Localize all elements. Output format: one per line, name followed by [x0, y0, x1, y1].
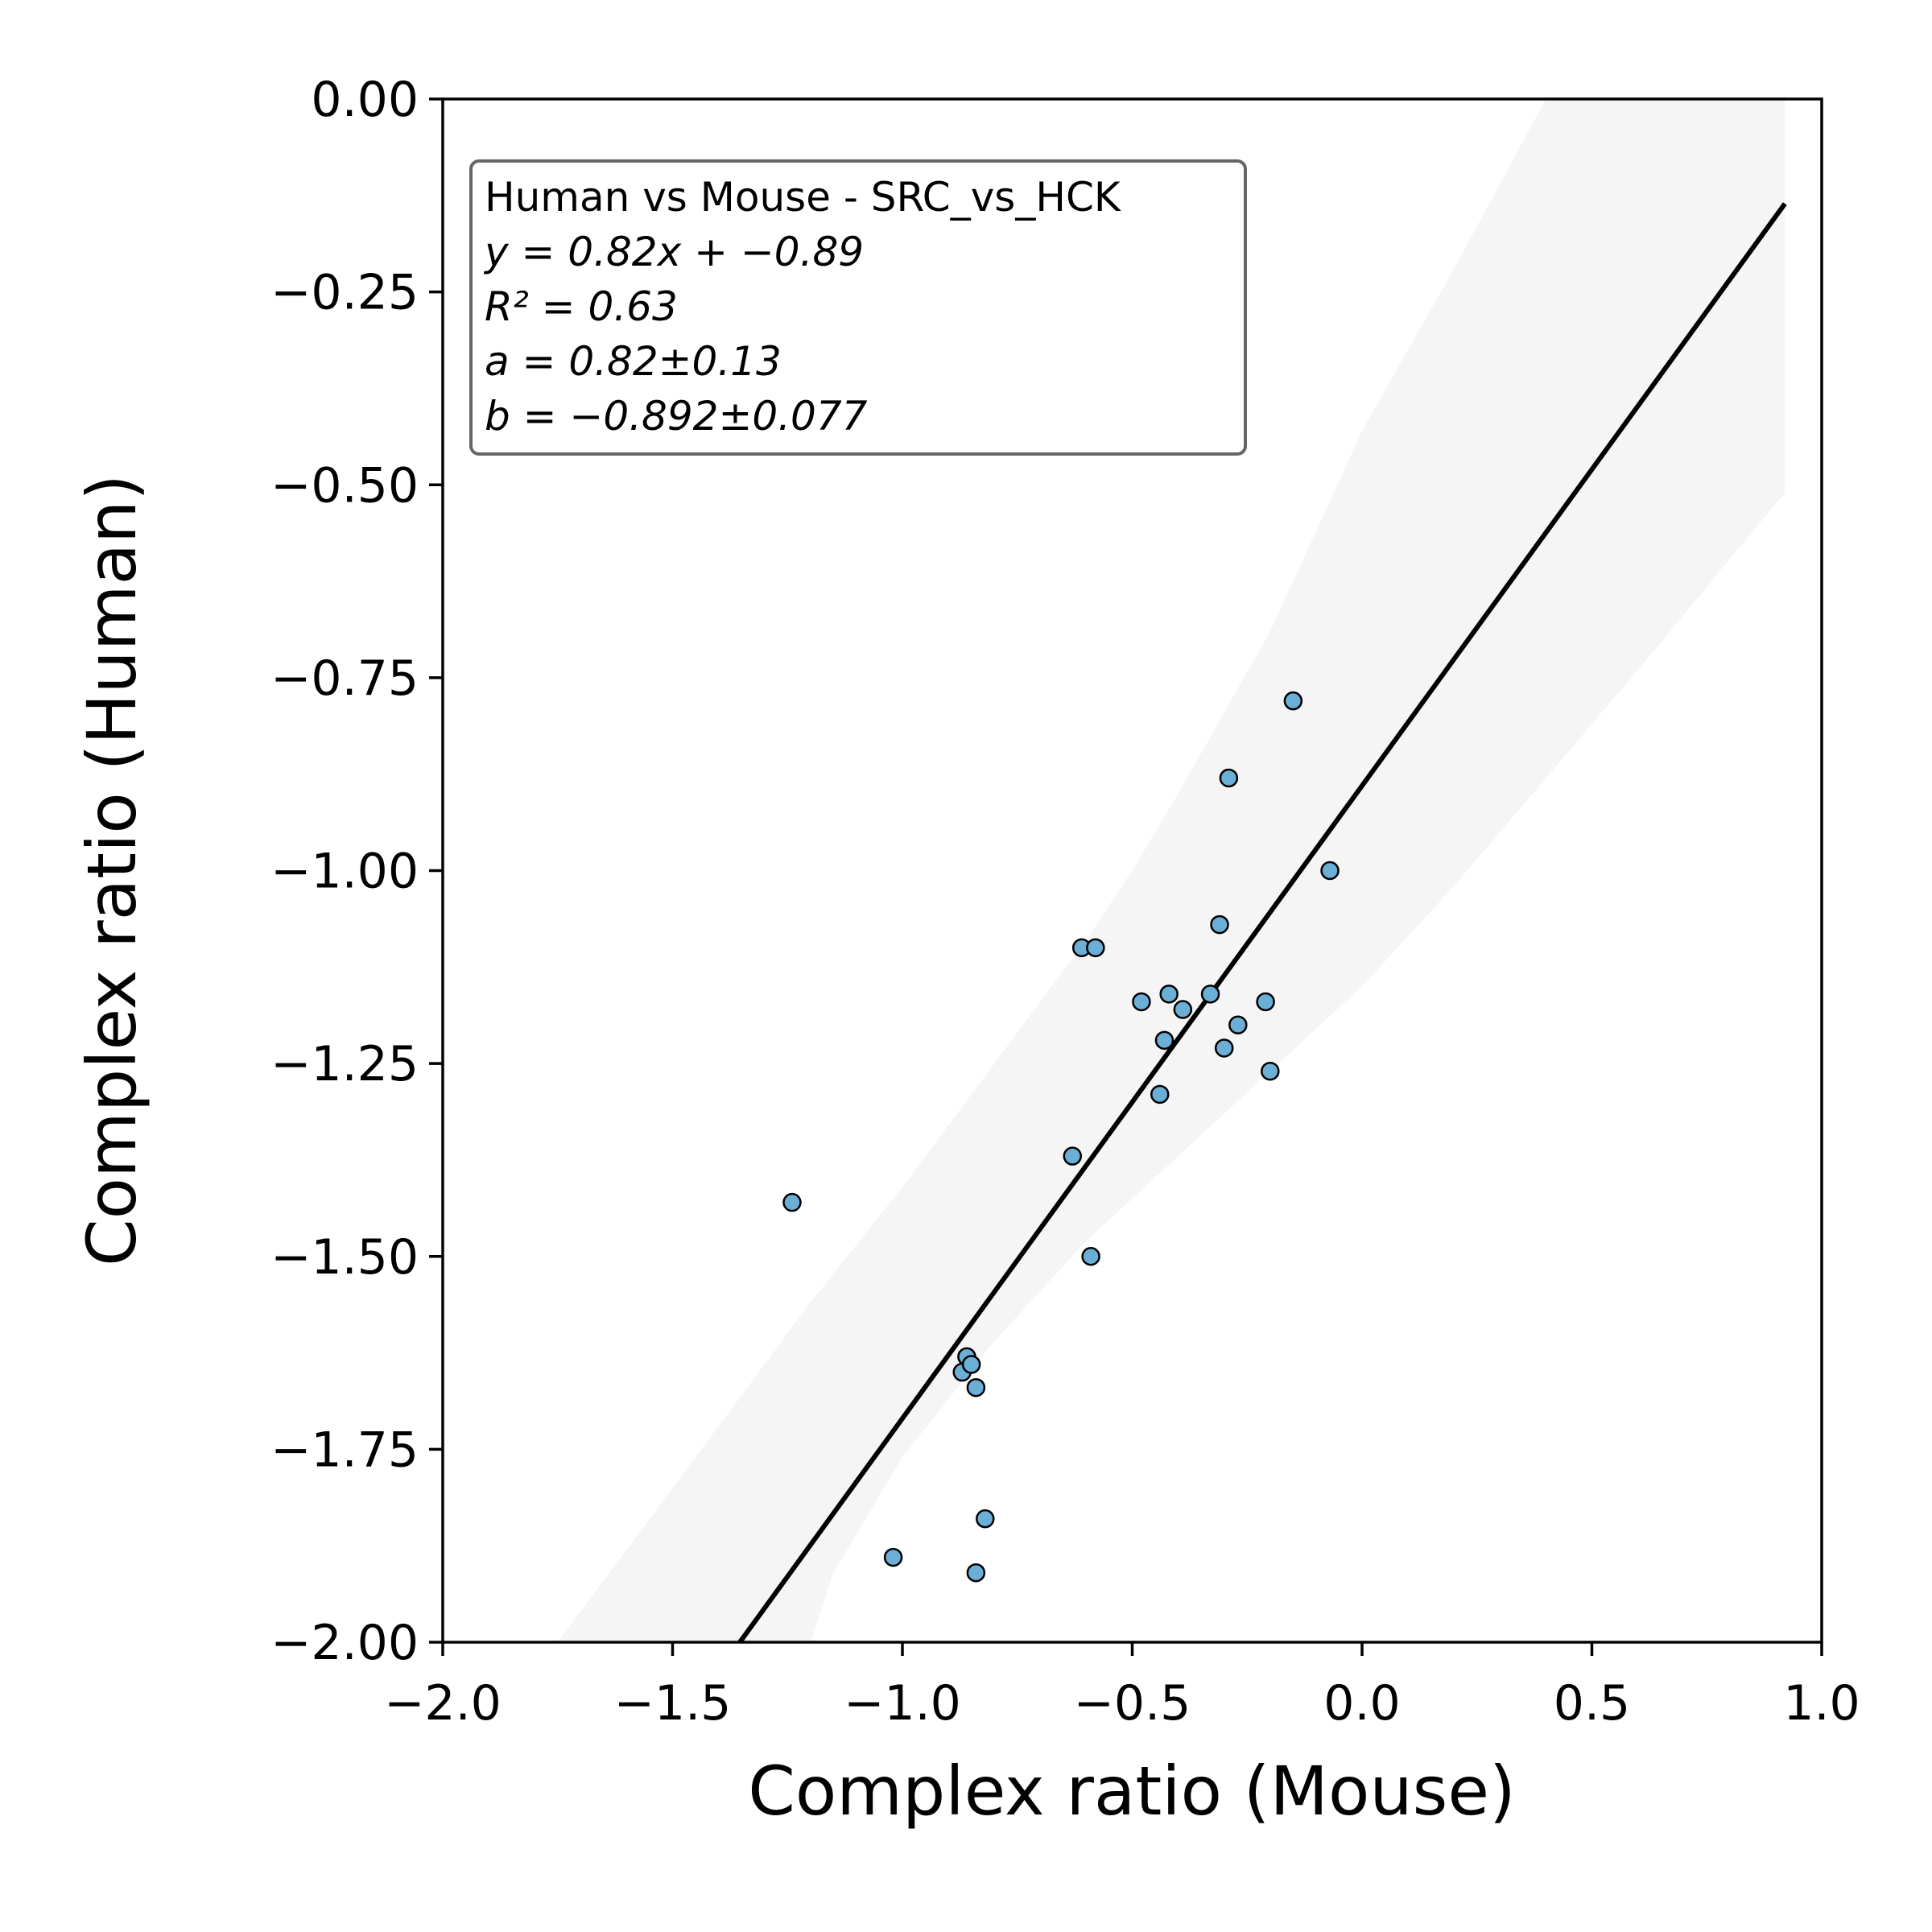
data-point [1154, 1030, 1174, 1051]
data-point [961, 1355, 981, 1374]
x-tick-label: 0.5 [1554, 1675, 1630, 1732]
data-point [1086, 938, 1105, 958]
data-point [1228, 1015, 1248, 1034]
y-tick-label: −1.00 [270, 844, 419, 900]
data-point [1214, 1038, 1234, 1058]
data-point [1063, 1146, 1083, 1166]
y-axis: 0.00 −0.25 −0.50 −0.75 −1.00 −1.25 −1.50 −1.75 −… [270, 72, 443, 1671]
y-axis-label: Complex ratio (Human) [72, 474, 151, 1266]
x-tick-label: −0.5 [1074, 1675, 1191, 1732]
data-point [1283, 691, 1303, 711]
data-point [1320, 861, 1340, 881]
annotation-r-squared: R² = 0.63 [485, 283, 678, 330]
annotation-equation: y = 0.82x + −0.89 [483, 229, 864, 275]
x-tick-label: −1.0 [844, 1675, 961, 1732]
data-point [1132, 992, 1151, 1012]
data-point [1081, 1247, 1100, 1266]
confidence-band [557, 99, 1785, 1642]
annotation-intercept: b = −0.892±0.077 [485, 393, 868, 440]
data-point [1210, 914, 1229, 935]
y-tick-label: −0.75 [270, 650, 419, 707]
y-tick-label: −2.00 [270, 1615, 419, 1671]
annotation-title: Human vs Mouse - SRC_vs_HCK [485, 174, 1121, 221]
annotation-box: Human vs Mouse - SRC_vs_HCK y = 0.82x + … [469, 159, 1247, 456]
data-point [1261, 1061, 1280, 1081]
regression-line [737, 202, 1787, 1642]
data-point [966, 1377, 986, 1397]
data-point [976, 1509, 995, 1529]
data-point [782, 1192, 802, 1212]
y-tick-label: −1.75 [270, 1422, 419, 1478]
y-tick-label: −0.25 [270, 265, 419, 321]
x-tick-label: −1.5 [614, 1675, 732, 1732]
data-point [966, 1563, 986, 1583]
x-axis-label: Complex ratio (Mouse) [748, 1752, 1516, 1831]
data-point [1200, 985, 1220, 1004]
annotation-frame [469, 159, 1247, 456]
y-tick-label: −1.50 [270, 1229, 419, 1286]
data-point [883, 1547, 903, 1567]
y-tick-label: −1.25 [270, 1036, 419, 1092]
y-tick-label: 0.00 [311, 72, 419, 128]
y-tick-label: −0.50 [270, 457, 419, 514]
data-point [1219, 768, 1239, 788]
x-tick-label: 0.0 [1323, 1675, 1400, 1732]
data-points [782, 691, 1340, 1583]
x-axis: −2.0 −1.5 −1.0 −0.5 0.0 0.5 1.0 [384, 1642, 1860, 1732]
data-point [1159, 985, 1179, 1004]
data-point [1150, 1084, 1170, 1104]
annotation-slope: a = 0.82±0.13 [485, 338, 782, 385]
x-tick-label: −2.0 [384, 1675, 502, 1732]
data-point [1256, 992, 1275, 1012]
plot-area [557, 99, 1787, 1642]
data-point [1173, 1000, 1193, 1019]
x-tick-label: 1.0 [1783, 1675, 1860, 1732]
